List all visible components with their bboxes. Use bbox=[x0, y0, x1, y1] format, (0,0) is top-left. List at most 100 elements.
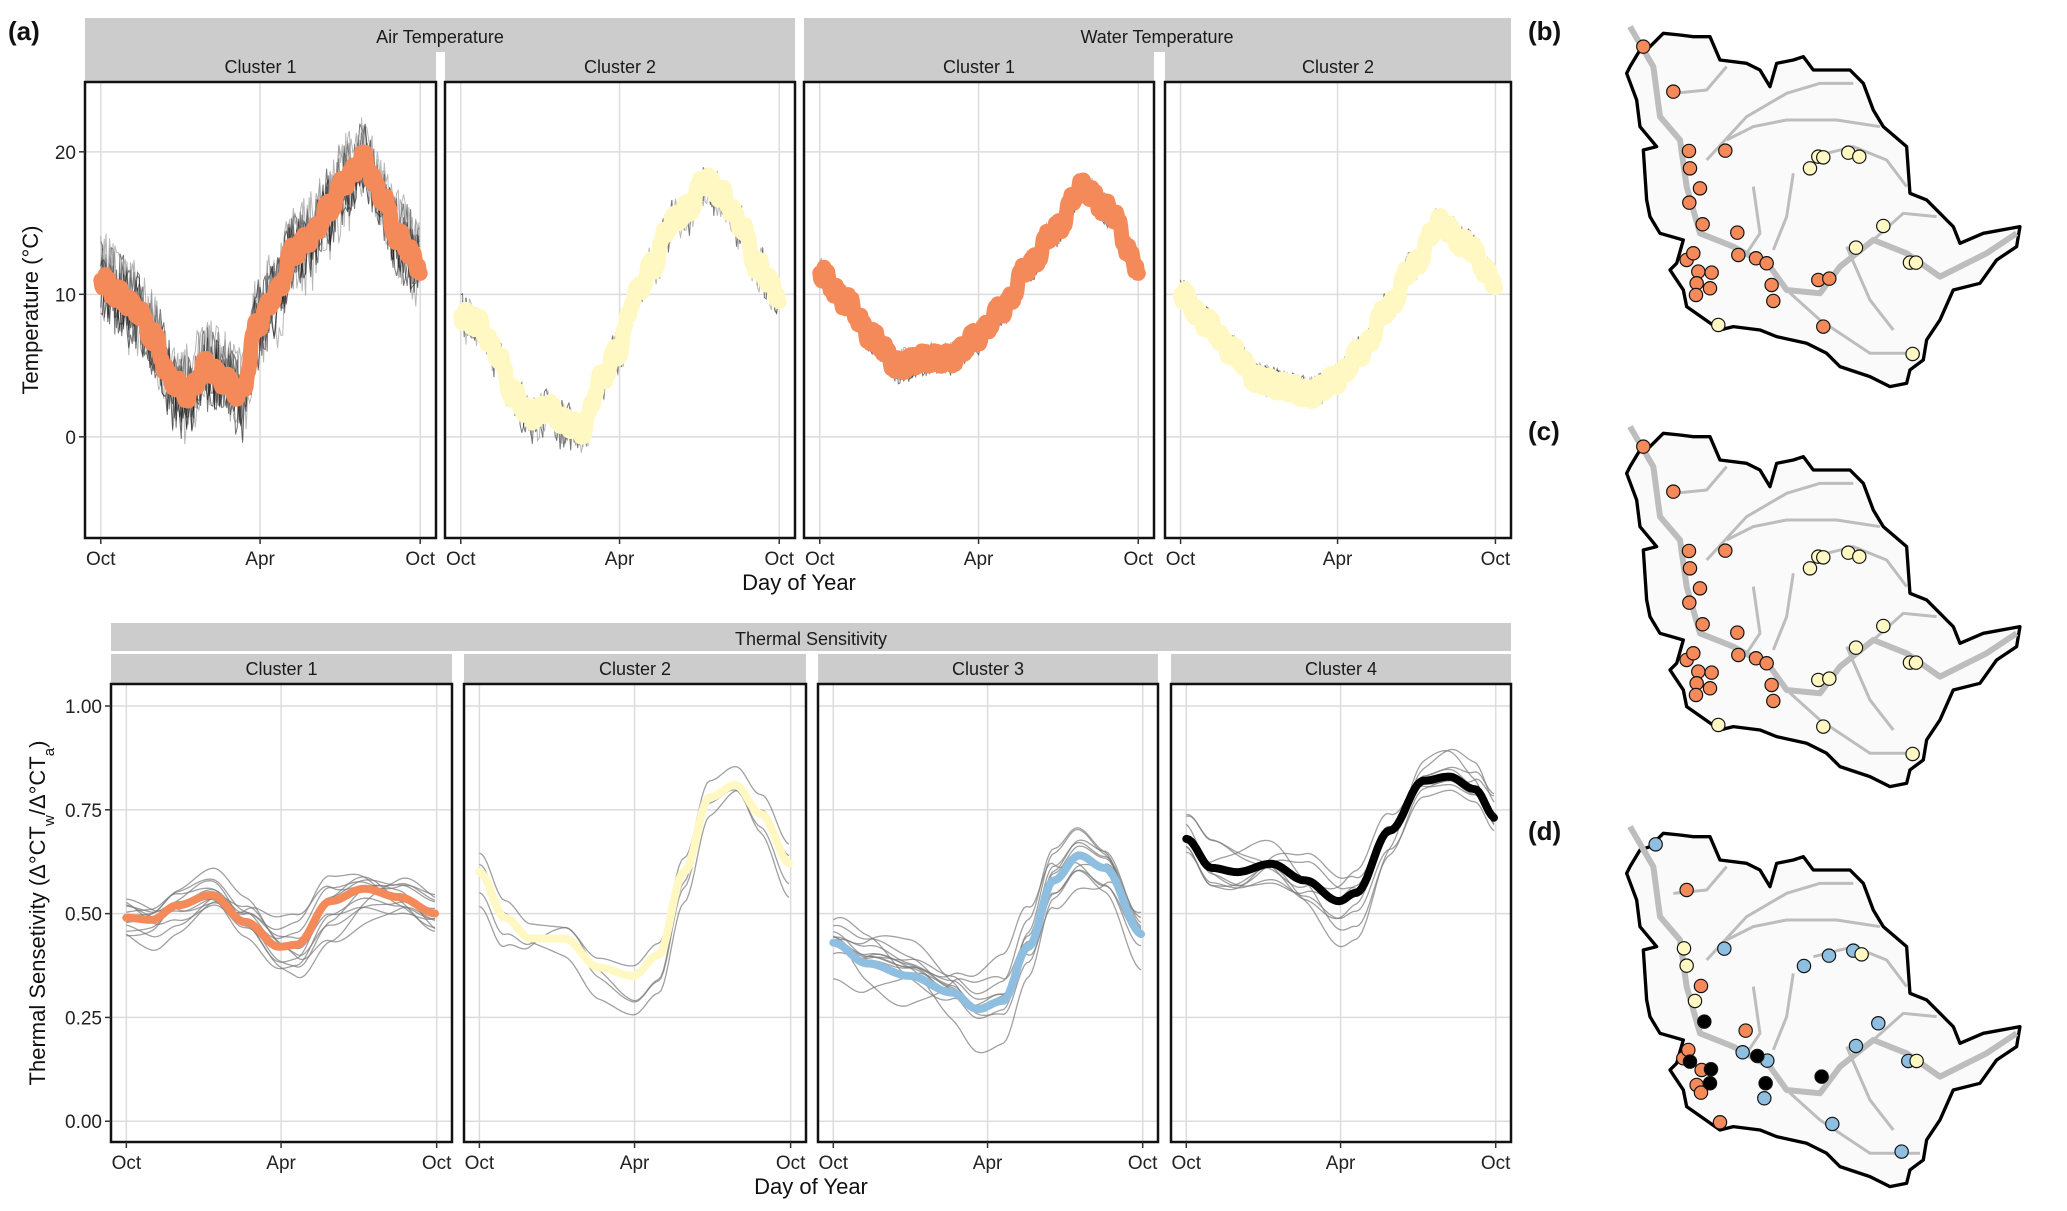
site-marker bbox=[1909, 1053, 1924, 1069]
site-marker bbox=[1821, 948, 1837, 963]
site-marker bbox=[1712, 1115, 1728, 1130]
cluster-strip bbox=[85, 52, 436, 81]
watershed-boundary bbox=[1624, 831, 2022, 1189]
cluster-strip-label: Cluster 1 bbox=[245, 659, 317, 679]
site-marker bbox=[1679, 958, 1694, 973]
y-tick-label: 10 bbox=[55, 285, 76, 306]
site-marker bbox=[1676, 941, 1692, 956]
site-marker bbox=[1695, 217, 1710, 232]
river-line bbox=[1627, 425, 2019, 697]
x-axis-label-bottom: Day of Year bbox=[754, 1174, 868, 1199]
site-series-line bbox=[125, 884, 436, 968]
river-line bbox=[1812, 145, 1908, 188]
site-marker bbox=[1692, 581, 1708, 596]
river-line bbox=[1705, 881, 1854, 962]
site-marker bbox=[1718, 143, 1733, 158]
cluster-strip bbox=[445, 52, 795, 81]
x-tick-label: Oct bbox=[1172, 1153, 1202, 1174]
panel-temp-2: Cluster 2 Oct Apr Oct bbox=[443, 52, 797, 570]
site-marker bbox=[1703, 1062, 1719, 1077]
site-marker bbox=[1852, 549, 1867, 564]
site-marker bbox=[1848, 640, 1864, 655]
x-tick-label: Oct bbox=[819, 1153, 849, 1174]
site-marker bbox=[1854, 947, 1869, 962]
site-marker bbox=[1822, 671, 1837, 686]
strip-thermal-sensitivity bbox=[111, 623, 1511, 651]
site-marker bbox=[1681, 543, 1697, 559]
river-line bbox=[1725, 118, 1881, 142]
site-series-line bbox=[1186, 778, 1495, 890]
panel-label-b: (b) bbox=[1528, 16, 1561, 46]
site-marker bbox=[1796, 958, 1812, 974]
site-marker bbox=[1697, 1014, 1712, 1029]
site-marker bbox=[1711, 717, 1726, 733]
x-tick-label: Oct bbox=[422, 1153, 452, 1174]
site-marker bbox=[1814, 1069, 1829, 1084]
site-marker bbox=[1905, 746, 1920, 762]
site-marker bbox=[1816, 319, 1831, 334]
site-marker bbox=[1764, 277, 1779, 293]
x-tick-label: Apr bbox=[605, 549, 635, 570]
cluster-strip bbox=[804, 52, 1154, 81]
cluster-strip bbox=[464, 654, 806, 683]
x-tick-label: Oct bbox=[776, 1153, 806, 1174]
river-line bbox=[1845, 246, 1895, 331]
x-tick-label: Apr bbox=[973, 1153, 1003, 1174]
panel-temp-4: Cluster 2 Oct Apr Oct bbox=[1163, 52, 1513, 570]
strip-thermal-sensitivity-label: Thermal Sensitivity bbox=[735, 629, 887, 649]
site-marker bbox=[1731, 647, 1746, 663]
site-marker bbox=[1816, 550, 1831, 565]
x-tick-label: Oct bbox=[1128, 1153, 1158, 1174]
y-axis-label-subscript-w: w bbox=[41, 815, 58, 827]
site-marker bbox=[1731, 247, 1746, 263]
site-marker bbox=[1692, 181, 1708, 196]
y-axis-label-sensitivity: Thermal Sensetivity (Δ°CTw/Δ°CTa) bbox=[25, 741, 58, 1086]
watershed-map-d bbox=[1624, 825, 2022, 1189]
site-marker bbox=[1766, 693, 1781, 709]
river-line bbox=[1673, 465, 1728, 495]
site-series-line bbox=[1185, 748, 1495, 890]
cluster-strip bbox=[1165, 52, 1511, 81]
site-marker bbox=[1758, 1076, 1773, 1091]
y-tick-label: 20 bbox=[55, 143, 76, 164]
site-marker bbox=[1750, 1048, 1765, 1064]
y-tick-label: 0.75 bbox=[65, 801, 102, 822]
x-tick-label: Apr bbox=[245, 549, 275, 570]
river-line bbox=[1745, 586, 1762, 655]
site-marker bbox=[1871, 1016, 1886, 1031]
river-line bbox=[1725, 518, 1881, 542]
site-series-line bbox=[479, 789, 790, 1003]
site-marker bbox=[1648, 837, 1663, 852]
site-marker bbox=[1717, 941, 1732, 956]
site-marker bbox=[1802, 161, 1818, 176]
site-marker bbox=[1730, 225, 1745, 240]
cluster-strip bbox=[111, 654, 452, 683]
y-tick-label: 0.00 bbox=[65, 1112, 102, 1133]
cluster-strip-label: Cluster 1 bbox=[224, 57, 296, 77]
site-marker bbox=[1702, 1076, 1718, 1091]
x-tick-label: Oct bbox=[465, 1153, 495, 1174]
site-marker bbox=[1688, 287, 1704, 303]
panel-temp-3: Cluster 1 Oct Apr Oct bbox=[802, 52, 1156, 570]
site-marker bbox=[1702, 681, 1718, 696]
x-tick-label: Apr bbox=[620, 1153, 650, 1174]
river-line bbox=[1845, 1046, 1895, 1131]
x-tick-label: Oct bbox=[1123, 549, 1153, 570]
site-marker bbox=[1730, 625, 1745, 640]
river-line bbox=[1785, 288, 1920, 355]
site-marker bbox=[1759, 656, 1774, 671]
river-line bbox=[1785, 688, 1920, 755]
cluster-mean-line bbox=[1182, 772, 1498, 906]
panel-label-d: (d) bbox=[1528, 816, 1561, 846]
watershed-map-c bbox=[1624, 425, 2022, 789]
river-line bbox=[1771, 173, 1795, 251]
site-marker bbox=[1681, 143, 1697, 159]
panel-sensitivity-3: Cluster 3 Oct Apr Oct bbox=[816, 654, 1160, 1174]
cluster-strip-label: Cluster 2 bbox=[599, 659, 671, 679]
site-series-line bbox=[1185, 750, 1495, 948]
site-marker bbox=[1711, 317, 1726, 333]
site-marker bbox=[1848, 240, 1864, 255]
cluster-strip bbox=[818, 654, 1158, 683]
x-tick-label: Oct bbox=[764, 549, 794, 570]
maps bbox=[1624, 25, 2022, 1189]
